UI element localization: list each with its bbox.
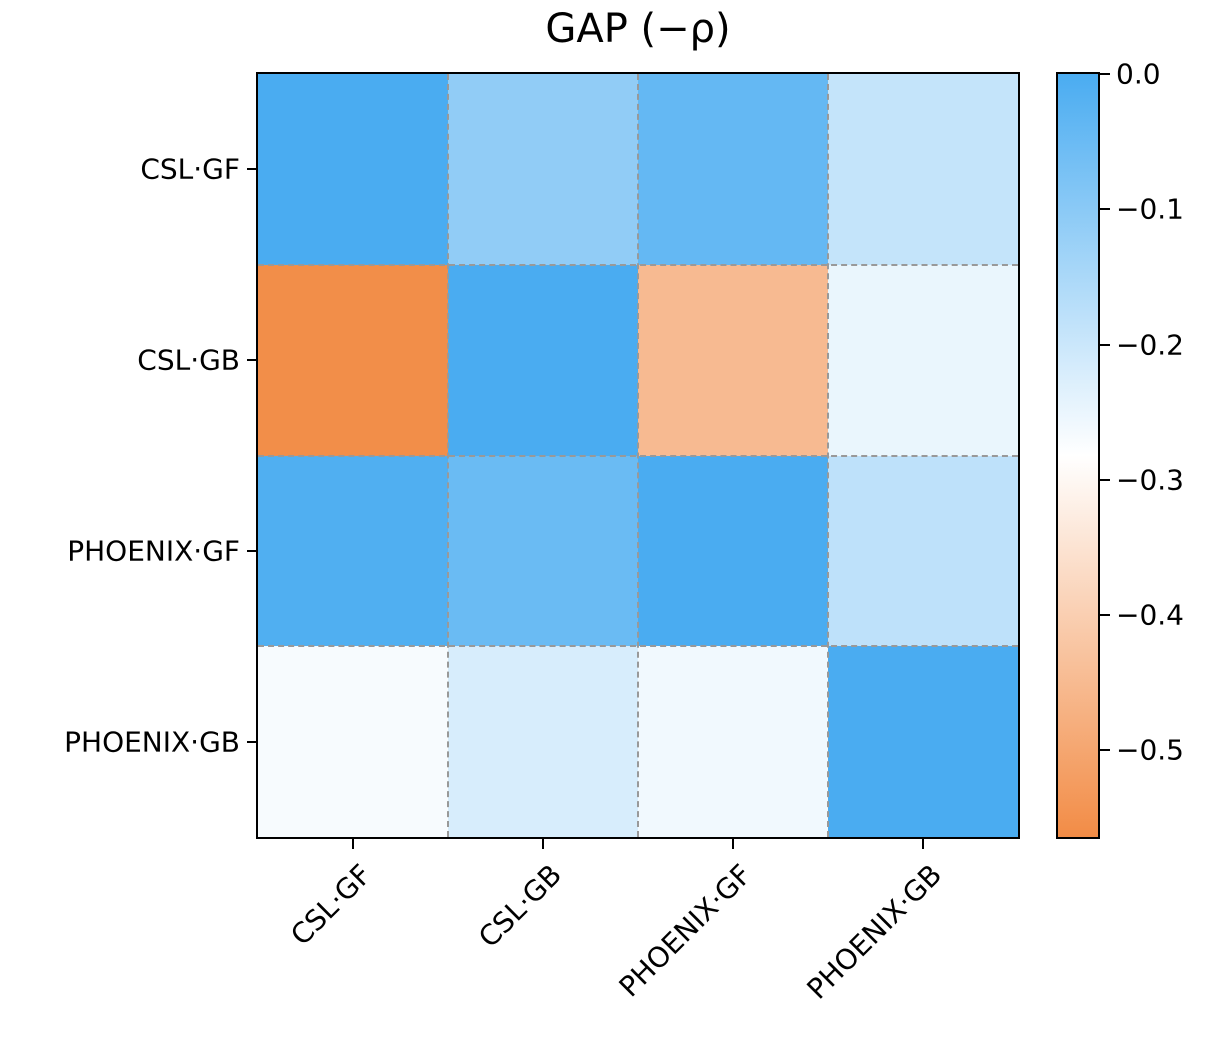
x-tick-label: PHOENIX·GB: [800, 858, 949, 1006]
heatmap-cell: [638, 646, 828, 837]
colorbar-tick-label: −0.5: [1116, 733, 1184, 767]
heatmap-cell: [258, 646, 448, 837]
gridline-horizontal: [258, 645, 1018, 648]
x-tick-mark: [732, 839, 734, 849]
heatmap-cell: [258, 264, 448, 456]
colorbar-tick-mark: [1100, 614, 1110, 617]
heatmap-cell: [258, 74, 448, 265]
colorbar-tick-label: −0.4: [1116, 598, 1184, 632]
y-tick-label: PHOENIX·GF: [67, 534, 240, 568]
colorbar-tick-label: −0.2: [1116, 328, 1184, 362]
x-tick-label: CSL·GB: [472, 858, 569, 954]
heatmap-cell: [828, 264, 1018, 456]
y-tick-mark: [247, 168, 257, 171]
colorbar-tick-mark: [1100, 749, 1110, 752]
x-tick-label: CSL·GF: [284, 858, 379, 952]
heatmap-cell: [828, 646, 1018, 837]
colorbar-tick-label: −0.3: [1116, 463, 1184, 497]
colorbar-gradient: [1058, 74, 1098, 837]
x-tick-mark: [352, 839, 354, 849]
y-tick-label: CSL·GB: [137, 343, 240, 377]
y-tick-mark: [247, 549, 257, 552]
y-tick-mark: [247, 740, 257, 743]
colorbar-tick-mark: [1100, 343, 1110, 346]
heatmap-cell: [448, 74, 638, 265]
colorbar-tick-mark: [1100, 478, 1110, 481]
y-tick-label: CSL·GF: [140, 152, 240, 186]
x-tick-mark: [542, 839, 544, 849]
heatmap-cell: [258, 455, 448, 647]
colorbar-tick-label: −0.1: [1116, 192, 1184, 226]
x-tick-label: PHOENIX·GF: [612, 858, 759, 1004]
heatmap-cell: [828, 74, 1018, 265]
x-tick-mark: [922, 839, 924, 849]
heatmap-cell: [828, 455, 1018, 647]
colorbar-tick-label: 0.0: [1116, 57, 1161, 91]
colorbar-tick-mark: [1100, 208, 1110, 211]
colorbar-tick-mark: [1100, 73, 1110, 75]
gridline-horizontal: [258, 454, 1018, 457]
chart-title: GAP (−ρ): [545, 6, 731, 52]
heatmap-cell: [448, 455, 638, 647]
heatmap-grid: [258, 74, 1018, 837]
heatmap-plot-area: [256, 72, 1020, 839]
heatmap-cell: [638, 264, 828, 456]
heatmap-cell: [638, 455, 828, 647]
heatmap-cell: [448, 264, 638, 456]
heatmap-cell: [448, 646, 638, 837]
y-tick-mark: [247, 359, 257, 362]
colorbar: [1056, 72, 1100, 839]
heatmap-cell: [638, 74, 828, 265]
y-tick-label: PHOENIX·GB: [64, 725, 240, 759]
gridline-vertical: [827, 74, 829, 837]
